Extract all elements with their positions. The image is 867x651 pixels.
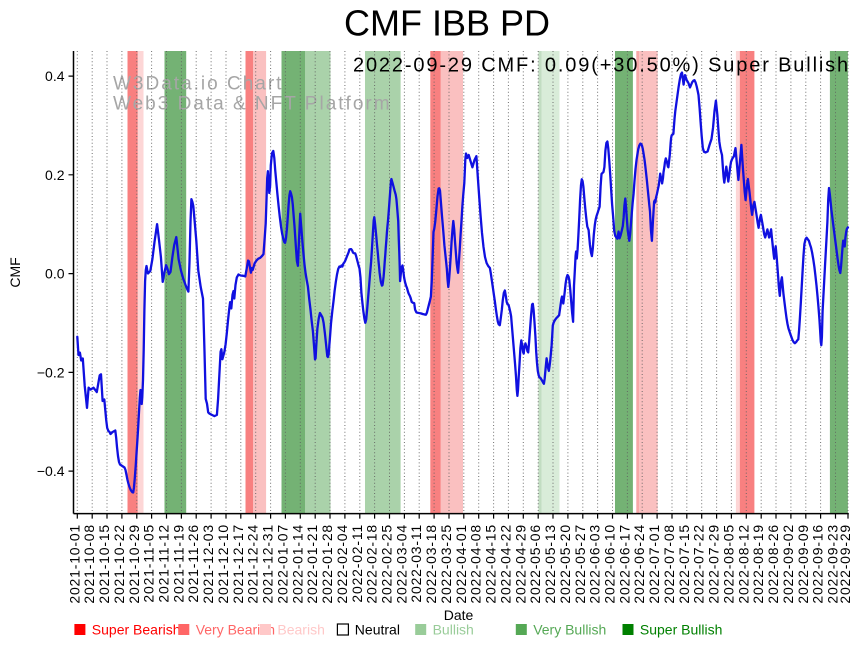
svg-text:2021-11-12: 2021-11-12 — [156, 524, 172, 603]
svg-text:2022-04-29: 2022-04-29 — [512, 524, 528, 604]
svg-text:−0.2: −0.2 — [37, 364, 65, 380]
svg-text:2021-12-17: 2021-12-17 — [230, 524, 246, 604]
svg-text:2022-08-05: 2022-08-05 — [720, 524, 736, 604]
svg-text:2022-08-19: 2022-08-19 — [750, 524, 766, 604]
svg-text:2022-06-10: 2022-06-10 — [602, 524, 618, 604]
svg-text:2022-01-28: 2022-01-28 — [319, 524, 335, 604]
svg-text:2022-07-29: 2022-07-29 — [706, 524, 722, 604]
svg-text:0.2: 0.2 — [45, 167, 65, 183]
svg-text:2022-04-08: 2022-04-08 — [468, 524, 484, 604]
svg-text:2022-02-18: 2022-02-18 — [364, 524, 380, 604]
svg-text:2022-03-11: 2022-03-11 — [408, 524, 424, 603]
svg-text:2021-10-15: 2021-10-15 — [96, 524, 112, 604]
svg-text:2022-02-25: 2022-02-25 — [379, 524, 395, 604]
svg-text:2022-07-15: 2022-07-15 — [676, 524, 692, 604]
svg-text:Super Bearish: Super Bearish — [92, 622, 181, 638]
svg-text:2022-01-07: 2022-01-07 — [274, 524, 290, 604]
svg-text:2022-06-17: 2022-06-17 — [616, 524, 632, 604]
svg-text:Bullish: Bullish — [433, 622, 474, 638]
svg-text:W3Data.io Chart: W3Data.io Chart — [113, 74, 283, 95]
svg-text:2021-10-01: 2021-10-01 — [66, 524, 82, 604]
svg-text:Date: Date — [444, 607, 474, 623]
svg-text:Web3 Data & NFT Platform: Web3 Data & NFT Platform — [113, 94, 392, 115]
svg-text:2022-09-29: 2022-09-29 — [837, 524, 853, 604]
svg-text:Neutral: Neutral — [355, 622, 400, 638]
svg-text:2022-09-16: 2022-09-16 — [810, 524, 826, 604]
svg-text:2021-10-29: 2021-10-29 — [126, 524, 142, 604]
svg-text:2021-11-19: 2021-11-19 — [170, 524, 186, 603]
svg-text:2022-08-26: 2022-08-26 — [765, 524, 781, 604]
svg-text:Very Bullish: Very Bullish — [533, 622, 606, 638]
svg-text:2022-03-04: 2022-03-04 — [393, 524, 409, 604]
svg-text:2021-10-08: 2021-10-08 — [81, 524, 97, 604]
svg-text:2022-03-25: 2022-03-25 — [438, 524, 454, 604]
svg-text:2022-05-27: 2022-05-27 — [572, 524, 588, 604]
svg-text:2022-05-13: 2022-05-13 — [542, 524, 558, 604]
svg-text:2021-12-10: 2021-12-10 — [215, 524, 231, 604]
svg-text:2022-07-08: 2022-07-08 — [661, 524, 677, 604]
svg-text:2022-05-20: 2022-05-20 — [557, 524, 573, 604]
svg-text:Super Bullish: Super Bullish — [640, 622, 723, 638]
svg-text:−0.4: −0.4 — [37, 463, 65, 479]
svg-text:2022-04-22: 2022-04-22 — [497, 524, 513, 604]
svg-text:2022-02-04: 2022-02-04 — [334, 524, 350, 604]
svg-text:CMF: CMF — [7, 257, 23, 287]
svg-text:2021-12-03: 2021-12-03 — [200, 524, 216, 604]
svg-text:2021-11-26: 2021-11-26 — [185, 524, 201, 603]
svg-text:2022-01-21: 2022-01-21 — [304, 524, 320, 604]
svg-text:0.4: 0.4 — [45, 68, 65, 84]
svg-text:2022-04-01: 2022-04-01 — [453, 524, 469, 604]
svg-text:2021-10-22: 2021-10-22 — [111, 524, 127, 604]
svg-text:Bearish: Bearish — [277, 622, 324, 638]
svg-text:2022-01-14: 2022-01-14 — [289, 524, 305, 604]
svg-text:2022-07-01: 2022-07-01 — [646, 524, 662, 604]
svg-text:2022-09-29 CMF: 0.09(+30.50%): 2022-09-29 CMF: 0.09(+30.50%) Super Bull… — [353, 55, 850, 77]
svg-text:2022-09-23: 2022-09-23 — [825, 524, 841, 604]
svg-text:2021-12-24: 2021-12-24 — [245, 524, 261, 604]
svg-text:2021-11-05: 2021-11-05 — [141, 524, 157, 603]
svg-text:2022-08-12: 2022-08-12 — [735, 524, 751, 604]
svg-text:2022-05-06: 2022-05-06 — [527, 524, 543, 604]
svg-text:2022-07-22: 2022-07-22 — [691, 524, 707, 604]
svg-text:2022-06-24: 2022-06-24 — [631, 524, 647, 604]
svg-text:0.0: 0.0 — [45, 266, 65, 282]
svg-text:CMF IBB PD: CMF IBB PD — [344, 3, 550, 44]
svg-text:2022-03-18: 2022-03-18 — [423, 524, 439, 604]
svg-text:2022-06-03: 2022-06-03 — [587, 524, 603, 604]
svg-text:2022-09-09: 2022-09-09 — [795, 524, 811, 604]
svg-text:2022-09-02: 2022-09-02 — [780, 524, 796, 604]
svg-text:2022-02-11: 2022-02-11 — [349, 524, 365, 603]
svg-text:2021-12-31: 2021-12-31 — [260, 524, 276, 604]
svg-text:2022-04-15: 2022-04-15 — [483, 524, 499, 604]
svg-text:Very Bearish: Very Bearish — [196, 622, 275, 638]
